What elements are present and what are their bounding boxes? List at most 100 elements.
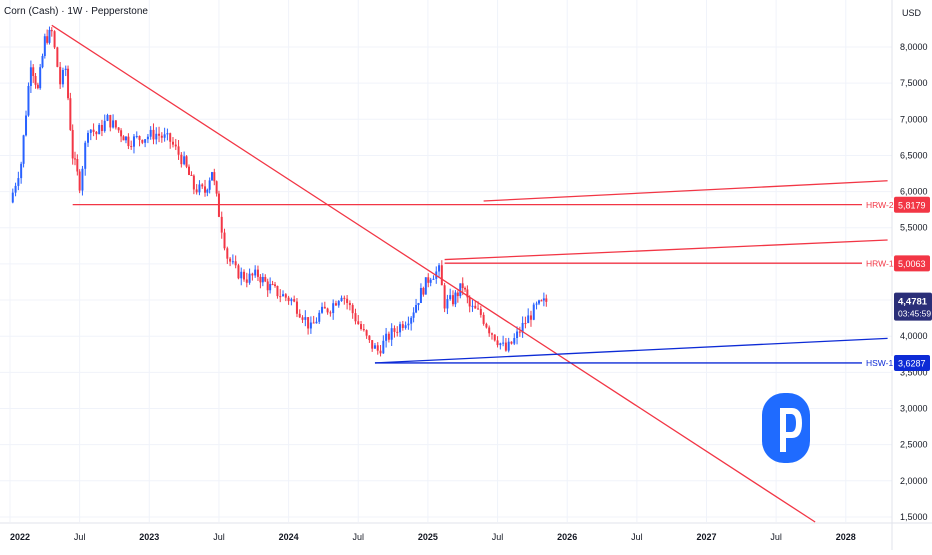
candle-body: [295, 301, 298, 314]
time-tick-label: 2024: [279, 532, 299, 542]
candle-body: [496, 340, 499, 346]
candle-body: [266, 281, 269, 291]
candle-body: [399, 324, 402, 333]
candle-body: [69, 98, 72, 130]
candle-body: [169, 133, 172, 142]
candle-body: [109, 114, 112, 128]
candle-body: [287, 297, 290, 302]
level-name-label: HRW-2: [866, 200, 894, 210]
candle-body: [387, 333, 390, 340]
candle-body: [130, 146, 133, 148]
candle-body: [138, 135, 141, 140]
candle-body: [318, 312, 321, 322]
time-axis[interactable]: 2022 Jul 2023 Jul 2024 Jul 2025 Jul 2026 Jul 2027 J…: [0, 522, 932, 542]
candle-body: [307, 317, 310, 329]
candle-body: [192, 175, 195, 190]
candle-body: [293, 299, 296, 302]
candle-body: [120, 130, 123, 137]
candle-body: [171, 141, 174, 145]
candle-body: [208, 180, 211, 190]
candle-body: [195, 189, 198, 193]
candle-body: [438, 265, 441, 272]
candle-body: [106, 114, 109, 121]
symbol-title[interactable]: Corn (Cash) · 1W · Pepperstone: [4, 6, 148, 17]
candle-body: [198, 184, 201, 193]
level-name-label: HSW-1: [866, 358, 894, 368]
candle-body: [53, 31, 56, 48]
candle-body: [290, 299, 293, 302]
candle-body: [459, 283, 462, 297]
candle-body: [368, 335, 371, 341]
candle-body: [382, 340, 385, 354]
candle-body: [446, 299, 449, 309]
hrw2-channel-line: [483, 180, 888, 202]
candle-body: [301, 317, 304, 320]
candle-body: [337, 301, 340, 306]
candle-body: [149, 129, 152, 137]
candle-body: [122, 136, 125, 141]
hrw1-channel-line: [444, 239, 888, 261]
candle-body: [415, 305, 418, 313]
candle-body: [174, 144, 177, 147]
downtrend-line: [51, 24, 816, 523]
candle-body: [396, 331, 399, 333]
candle-body: [141, 139, 144, 143]
candle-body: [25, 115, 28, 136]
price-tick-label: 1,5000: [900, 512, 928, 522]
candle-body: [67, 68, 70, 99]
candle-body: [493, 334, 496, 341]
candle-body: [269, 284, 272, 291]
candle-body: [89, 129, 92, 133]
candle-body: [210, 172, 213, 181]
level-price-label: 5,0063: [898, 259, 926, 269]
candle-body: [48, 29, 51, 43]
level-price-tag: [894, 355, 930, 372]
candle-body: [87, 132, 90, 143]
candle-body: [490, 333, 493, 335]
candle-body: [373, 345, 376, 349]
price-axis[interactable]: 1,50002,00002,50003,00003,50004,00004,50…: [862, 0, 932, 550]
candle-body: [362, 329, 365, 331]
candle-body: [22, 135, 25, 164]
candle-body: [64, 68, 67, 70]
time-tick-label: Jul: [352, 532, 364, 542]
candle-body: [424, 277, 427, 295]
candle-body: [348, 302, 351, 306]
candle-body: [158, 133, 161, 136]
candle-body: [464, 287, 467, 290]
candle-body: [315, 321, 318, 324]
candle-body: [76, 158, 79, 172]
candle-body: [226, 248, 229, 259]
candle-body: [234, 261, 237, 266]
candle-body: [39, 67, 42, 89]
drawn-lines[interactable]: [51, 24, 888, 523]
time-tick-label: 2025: [418, 532, 438, 542]
candle-body: [502, 342, 505, 344]
candle-body: [223, 232, 226, 249]
candle-body: [206, 189, 209, 193]
candle-body: [474, 305, 477, 309]
candle-body: [135, 135, 138, 137]
time-tick-label: 2023: [139, 532, 159, 542]
candle-body: [112, 120, 115, 128]
logo-letter-icon: [780, 408, 802, 452]
candle-body: [422, 288, 425, 295]
candle-body: [393, 328, 396, 332]
candle-body: [243, 271, 246, 280]
candle-body: [443, 285, 446, 309]
candle-body: [429, 279, 432, 283]
level-name-bg: [862, 256, 894, 271]
currency-label[interactable]: USD: [902, 8, 922, 18]
candle-body: [537, 300, 540, 304]
candle-body: [461, 283, 464, 288]
candle-body: [160, 135, 163, 138]
candle-body: [357, 321, 360, 325]
time-tick-label: Jul: [770, 532, 782, 542]
time-tick-label: 2026: [557, 532, 577, 542]
candle-body: [410, 317, 413, 324]
candle-body: [351, 305, 354, 314]
candle-body: [61, 69, 64, 85]
candle-body: [323, 306, 326, 309]
